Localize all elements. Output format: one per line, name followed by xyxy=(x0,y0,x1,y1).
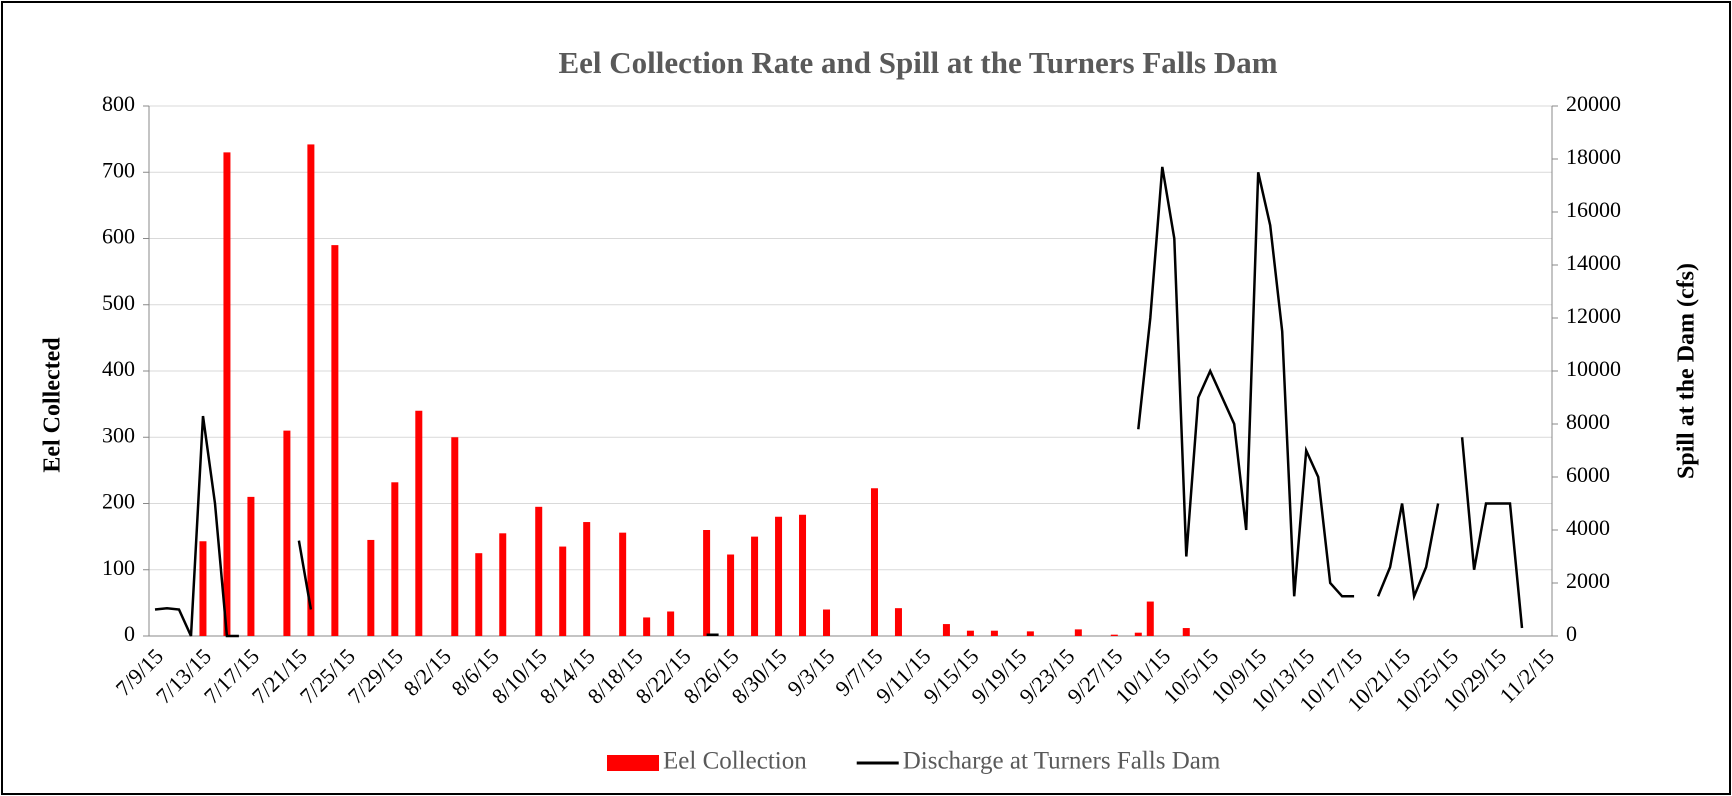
y2-tick-label: 4000 xyxy=(1566,515,1610,540)
bar xyxy=(331,245,339,636)
bar xyxy=(1074,629,1082,636)
y-tick-label: 700 xyxy=(102,157,135,182)
bar xyxy=(391,482,399,636)
y2-tick-label: 10000 xyxy=(1566,356,1621,381)
line xyxy=(154,166,1524,638)
y2-tick-label: 0 xyxy=(1566,621,1577,646)
bar xyxy=(451,437,459,636)
y2-axis-title: Spill at the Dam (cfs) xyxy=(1674,263,1700,479)
bar xyxy=(823,609,831,636)
bar xyxy=(667,611,675,636)
bar xyxy=(942,624,950,636)
bar xyxy=(1026,631,1034,636)
bar xyxy=(751,536,759,636)
bar xyxy=(367,539,375,636)
y-tick-label: 200 xyxy=(102,489,135,514)
bar xyxy=(703,530,711,636)
bar xyxy=(894,608,902,636)
bar xyxy=(283,430,291,636)
y-tick-label: 400 xyxy=(102,356,135,381)
bar xyxy=(247,496,255,636)
chart-title: Eel Collection Rate and Spill at the Tur… xyxy=(558,45,1277,80)
bar xyxy=(559,546,567,636)
y2-tick-label: 20000 xyxy=(1566,91,1621,116)
y-tick-label: 100 xyxy=(102,555,135,580)
bar xyxy=(199,541,207,636)
bar xyxy=(966,630,974,636)
bar xyxy=(619,532,627,636)
y-tick-label: 300 xyxy=(102,422,135,447)
bar xyxy=(870,488,878,636)
y-tick-label: 800 xyxy=(102,91,135,116)
bar xyxy=(643,617,651,636)
bar xyxy=(415,410,423,636)
bar xyxy=(1182,628,1190,636)
y2-tick-label: 18000 xyxy=(1566,144,1621,169)
y2-tick-label: 12000 xyxy=(1566,303,1621,328)
bar xyxy=(499,533,507,636)
bar xyxy=(1110,634,1118,636)
y-tick-label: 500 xyxy=(102,290,135,315)
bar xyxy=(475,553,483,636)
y2-tick-label: 14000 xyxy=(1566,250,1621,275)
y2-tick-label: 8000 xyxy=(1566,409,1610,434)
bar xyxy=(727,554,735,636)
y-tick-label: 0 xyxy=(124,621,135,646)
bar xyxy=(1134,632,1142,636)
bar xyxy=(583,522,591,636)
legend-label: Eel Collection xyxy=(663,748,807,775)
y2-tick-label: 16000 xyxy=(1566,197,1621,222)
bar xyxy=(799,514,807,636)
bar xyxy=(775,516,783,636)
y-tick-label: 600 xyxy=(102,224,135,249)
bar xyxy=(307,144,315,637)
legend-label: Discharge at Turners Falls Dam xyxy=(903,748,1221,775)
bar xyxy=(990,630,998,636)
legend-swatch xyxy=(607,755,659,771)
y2-tick-label: 6000 xyxy=(1566,462,1610,487)
bar xyxy=(535,506,543,636)
y-axis-title: Eel Collected xyxy=(40,337,66,473)
bar xyxy=(1146,601,1154,636)
y2-tick-label: 2000 xyxy=(1566,568,1610,593)
bar xyxy=(223,152,231,636)
